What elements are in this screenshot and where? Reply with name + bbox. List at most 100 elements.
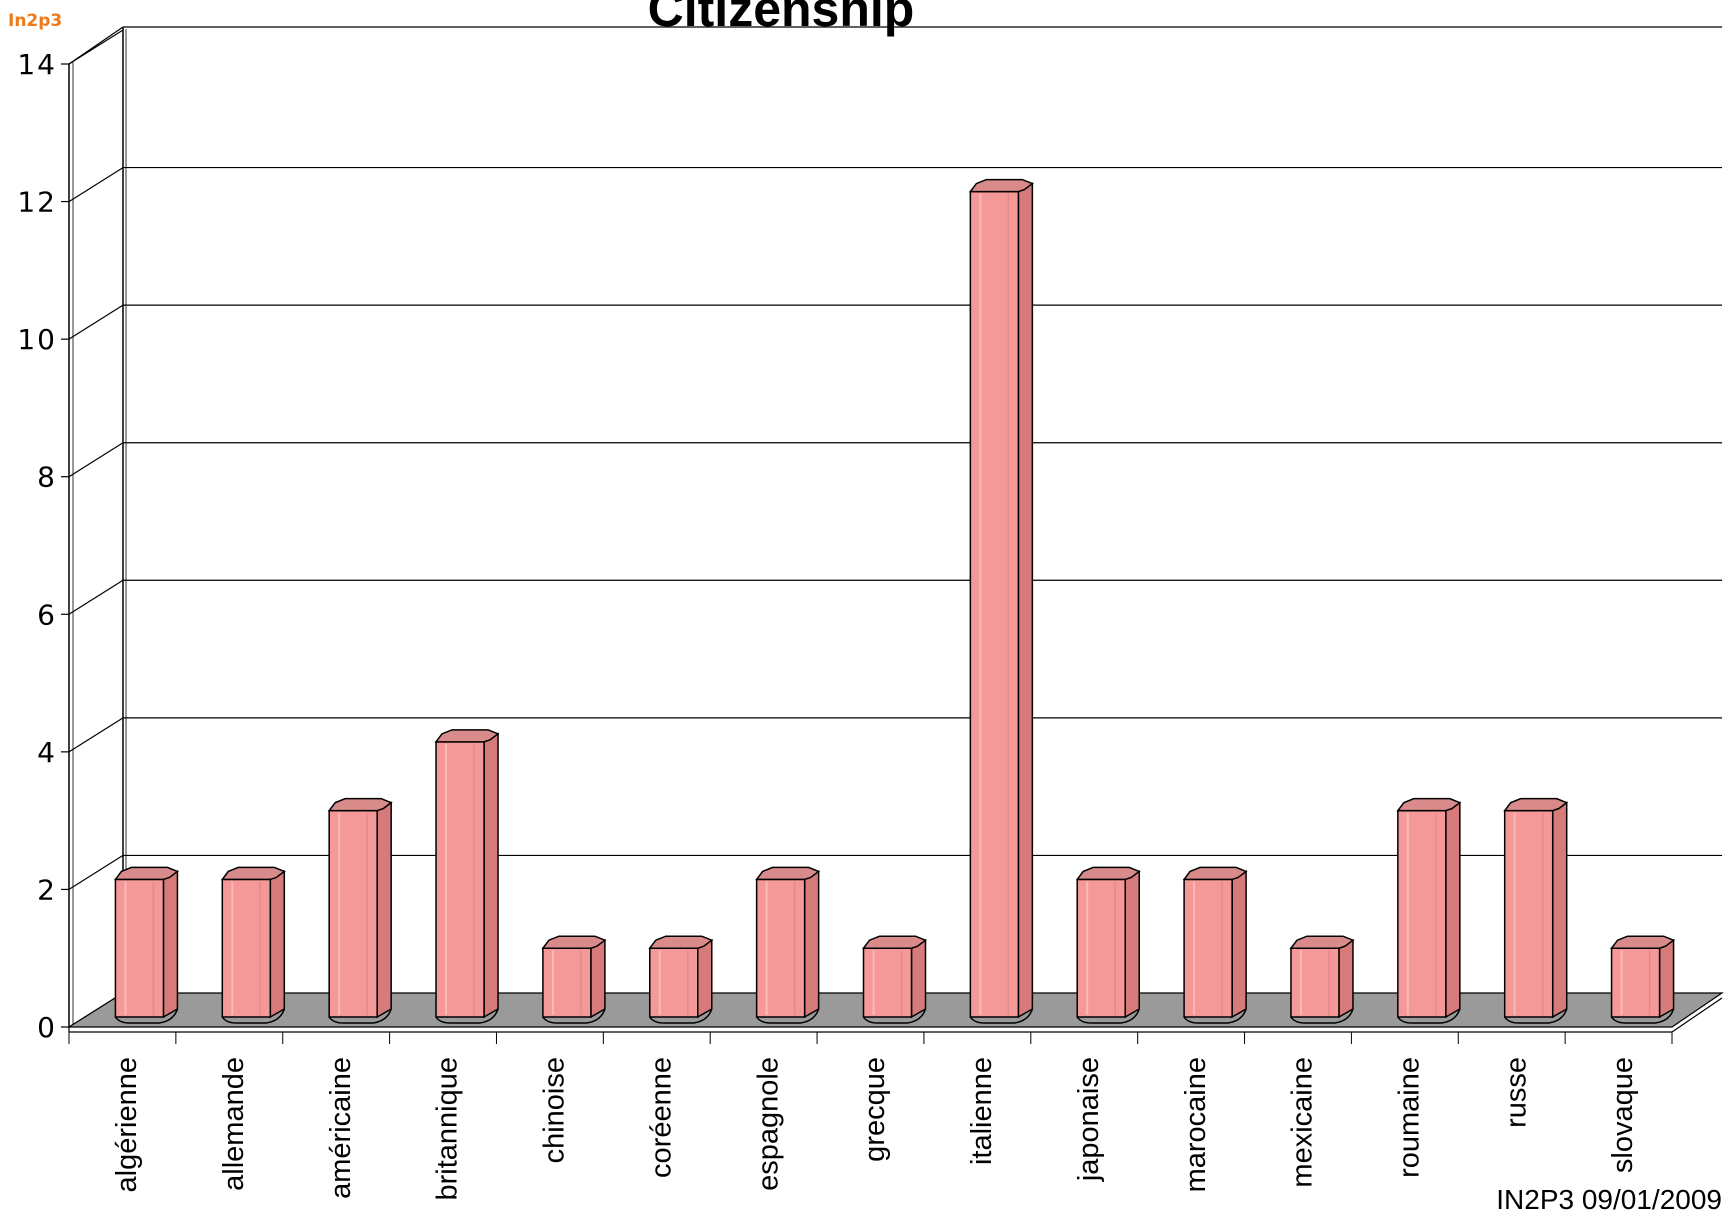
- bar-front: [1397, 809, 1447, 1018]
- side-gridline: [68, 717, 124, 753]
- bar-side: [1445, 801, 1461, 1019]
- bar-base: [328, 1008, 392, 1024]
- x-tick-label: mexicaine: [1287, 1057, 1319, 1188]
- bar-marocaine: [1182, 866, 1248, 1024]
- bar-front: [1610, 947, 1661, 1018]
- bar-top: [1503, 797, 1569, 812]
- bar-side: [803, 870, 820, 1019]
- x-tick-label: espagnole: [752, 1057, 784, 1191]
- bar-base: [756, 1008, 820, 1024]
- x-tick-label: japonaise: [1073, 1057, 1105, 1182]
- bar-top: [434, 729, 500, 743]
- x-tick-label: américaine: [325, 1057, 357, 1199]
- bar-front: [1076, 878, 1126, 1018]
- y-tick-label: 0: [37, 1011, 57, 1044]
- bar-base: [114, 1008, 179, 1024]
- bar-top: [1075, 866, 1141, 881]
- y-tick-label: 2: [37, 873, 57, 906]
- bar-algérienne: [113, 866, 179, 1024]
- bar-top: [1396, 797, 1462, 812]
- side-gridline: [68, 854, 124, 890]
- bar-front: [435, 741, 485, 1018]
- bar-top: [327, 797, 393, 812]
- bar-side: [910, 938, 927, 1019]
- y-tick-label: 6: [37, 598, 57, 631]
- x-tick-label: marocaine: [1180, 1057, 1212, 1192]
- bar-front: [1183, 878, 1233, 1018]
- bar-top: [541, 935, 607, 949]
- bars: [113, 178, 1676, 1024]
- bar-top: [1289, 935, 1355, 949]
- bar-britannique: [434, 729, 500, 1024]
- bar-side: [697, 938, 713, 1019]
- side-gridline: [68, 167, 124, 203]
- bar-front: [1290, 947, 1340, 1018]
- bar-top: [220, 866, 286, 881]
- bar-grecque: [862, 935, 928, 1024]
- bar-base: [1610, 1008, 1675, 1024]
- bar-allemande: [220, 866, 286, 1024]
- x-axis-labels: algérienne allemande américaine britannique…: [111, 1057, 1639, 1201]
- bar-mexicaine: [1289, 935, 1355, 1024]
- bar-base: [1290, 1008, 1354, 1024]
- bar-base: [649, 1008, 713, 1024]
- x-tick-label: britannique: [432, 1057, 464, 1201]
- bar-side: [1658, 938, 1675, 1019]
- bar-top: [648, 935, 714, 949]
- bar-side: [162, 870, 179, 1019]
- x-tick-label: italienne: [966, 1057, 998, 1165]
- bar-chinoise: [541, 935, 607, 1024]
- x-tick-label: grecque: [859, 1057, 891, 1162]
- side-gridline: [68, 442, 124, 478]
- bar-front: [755, 878, 806, 1018]
- bar-base: [542, 1008, 606, 1024]
- x-tick-label: allemande: [218, 1057, 250, 1191]
- bar-side: [1017, 182, 1034, 1019]
- bar-side: [1231, 870, 1247, 1019]
- bar-front: [114, 878, 165, 1018]
- y-tick-label: 12: [17, 186, 57, 219]
- bar-side: [376, 801, 392, 1019]
- x-tick-label: roumaine: [1393, 1057, 1425, 1178]
- bar-side: [1551, 801, 1568, 1019]
- bar-side: [1124, 870, 1140, 1019]
- side-gridline: [68, 304, 124, 340]
- bar-front: [1503, 809, 1554, 1018]
- bar-base: [435, 1008, 499, 1024]
- x-tick-label: slovaque: [1607, 1057, 1639, 1173]
- side-top-edge: [68, 26, 124, 65]
- bar-side: [590, 938, 606, 1019]
- bar-base: [969, 1008, 1034, 1024]
- bar-américaine: [327, 797, 393, 1024]
- bar-base: [1183, 1008, 1247, 1024]
- bar-side: [269, 870, 286, 1019]
- bar-top: [1610, 935, 1676, 949]
- bar-espagnole: [755, 866, 821, 1024]
- y-tick-label: 4: [37, 736, 57, 769]
- bar-base: [1397, 1008, 1461, 1024]
- bar-front: [862, 947, 913, 1018]
- bar-base: [1076, 1008, 1140, 1024]
- bar-japonaise: [1075, 866, 1141, 1024]
- x-tick-label: chinoise: [539, 1057, 571, 1163]
- bar-base: [221, 1008, 286, 1024]
- bar-top: [968, 178, 1034, 193]
- y-tick-label: 8: [37, 461, 57, 494]
- chart-title: Citizenship: [648, 0, 915, 37]
- bar-top: [1182, 866, 1248, 881]
- bar-coréenne: [648, 935, 714, 1024]
- x-tick-label: coréenne: [645, 1057, 677, 1178]
- floor-right-edge: [1671, 997, 1723, 1033]
- x-tick-label: russe: [1500, 1057, 1532, 1128]
- bar-front: [221, 878, 272, 1018]
- bar-base: [1504, 1008, 1568, 1024]
- bar-italienne: [968, 178, 1034, 1024]
- bar-front: [969, 190, 1020, 1018]
- footer-date: IN2P3 09/01/2009: [1496, 1184, 1722, 1214]
- side-gridline: [68, 579, 124, 615]
- bar-front: [328, 809, 378, 1018]
- bar-roumaine: [1396, 797, 1462, 1024]
- bar-slovaque: [1610, 935, 1676, 1024]
- y-tick-label: 14: [17, 48, 57, 81]
